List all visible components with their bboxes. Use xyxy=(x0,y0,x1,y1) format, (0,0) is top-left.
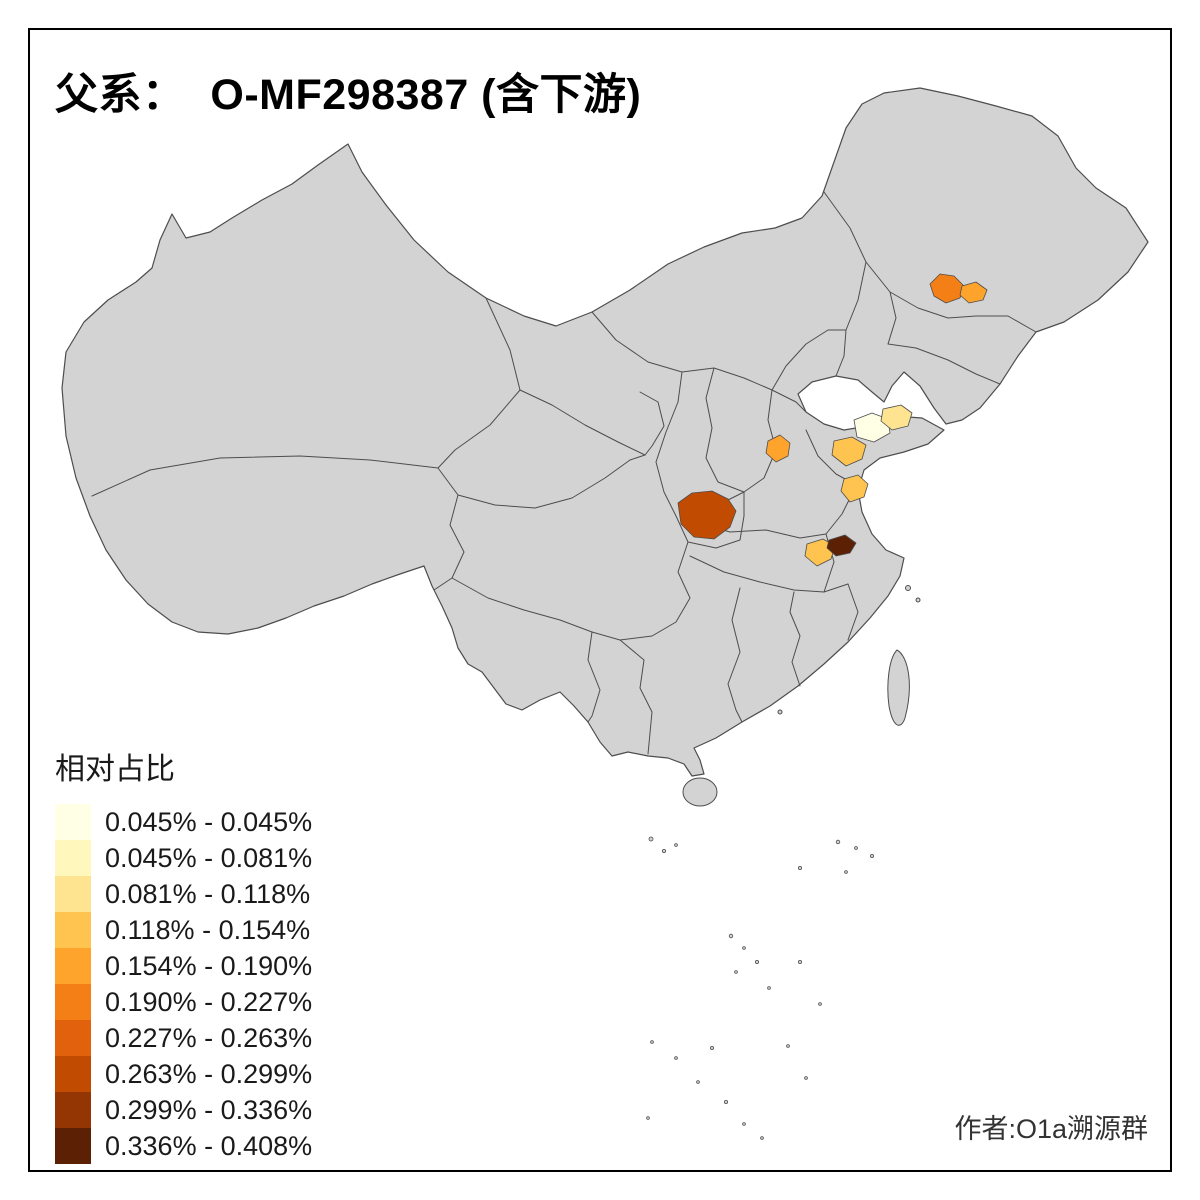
legend-swatch xyxy=(55,948,91,984)
credit-text: 作者:O1a溯源群 xyxy=(954,1114,1148,1144)
legend-swatch xyxy=(55,984,91,1020)
legend-swatch xyxy=(55,1056,91,1092)
legend-title: 相对占比 xyxy=(55,753,175,786)
islands xyxy=(682,585,921,807)
region-jiangsu xyxy=(840,474,869,503)
legend-item: 0.154% - 0.190% xyxy=(55,948,312,984)
legend-label: 0.336% - 0.408% xyxy=(105,1130,313,1161)
legend-item: 0.263% - 0.299% xyxy=(55,1056,312,1092)
taiwan-island xyxy=(887,649,910,726)
region-northeast-east xyxy=(959,281,988,304)
legend-swatch xyxy=(55,876,91,912)
south-china-sea-islets xyxy=(646,836,875,1140)
legend-label: 0.045% - 0.081% xyxy=(105,842,313,873)
legend-item: 0.081% - 0.118% xyxy=(55,876,312,912)
legend-swatch xyxy=(55,1128,91,1164)
legend-swatch xyxy=(55,1020,91,1056)
legend-item: 0.118% - 0.154% xyxy=(55,912,312,948)
region-north-china xyxy=(765,434,791,463)
legend-label: 0.081% - 0.118% xyxy=(105,878,311,909)
legend-item: 0.045% - 0.045% xyxy=(55,804,312,840)
legend-swatch xyxy=(55,1092,91,1128)
legend-swatch xyxy=(55,804,91,840)
region-shaanxi-south xyxy=(677,490,737,540)
legend-item: 0.299% - 0.336% xyxy=(55,1092,312,1128)
region-shandong-light xyxy=(880,404,913,431)
plot-frame xyxy=(28,28,1172,1172)
legend-swatch xyxy=(55,840,91,876)
legend-label: 0.045% - 0.045% xyxy=(105,806,313,837)
legend: 相对占比 0.045% - 0.045% 0.045% - 0.081% 0.0… xyxy=(55,744,312,1164)
legend-label: 0.190% - 0.227% xyxy=(105,986,313,1017)
legend-label: 0.154% - 0.190% xyxy=(105,950,313,981)
legend-label: 0.299% - 0.336% xyxy=(105,1094,313,1125)
legend-item: 0.190% - 0.227% xyxy=(55,984,312,1020)
legend-label: 0.118% - 0.154% xyxy=(105,914,311,945)
legend-item: 0.336% - 0.408% xyxy=(55,1128,312,1164)
legend-label: 0.263% - 0.299% xyxy=(105,1058,313,1089)
region-shandong-gold xyxy=(831,436,867,467)
legend-item: 0.227% - 0.263% xyxy=(55,1020,312,1056)
legend-label: 0.227% - 0.263% xyxy=(105,1022,313,1053)
region-hubei-dark xyxy=(826,534,857,557)
mainland-china xyxy=(61,87,1149,777)
highlight-regions xyxy=(677,273,988,567)
legend-swatch xyxy=(55,912,91,948)
page-title: 父系： O-MF298387 (含下游) xyxy=(55,71,642,119)
hainan-island xyxy=(682,777,718,807)
legend-item: 0.045% - 0.081% xyxy=(55,840,312,876)
